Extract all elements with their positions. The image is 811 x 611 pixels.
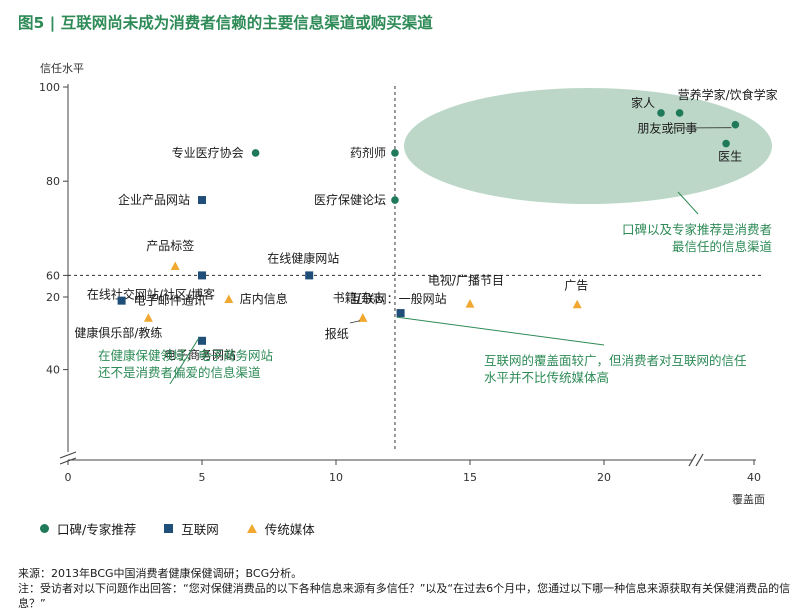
point-marker-traditional-media [224, 294, 234, 303]
x-tick-label: 10 [329, 471, 343, 484]
point-label: 医生 [718, 150, 742, 164]
legend-item-internet: 互联网 [164, 519, 219, 538]
annotation-text: 还不是消费者偏爱的信息渠道 [98, 365, 261, 380]
point-marker-word-of-mouth [731, 120, 740, 129]
point-label: 药剂师 [350, 145, 386, 160]
legend-circle-marker [40, 524, 49, 533]
annotation-text: 最信任的信息渠道 [672, 239, 773, 254]
footnote-source: 来源：2013年BCG中国消费者健康保健调研；BCG分析。 [18, 567, 303, 580]
point-marker-traditional-media [358, 313, 368, 322]
annotation-leader-line [169, 337, 200, 385]
point-marker-word-of-mouth [675, 109, 684, 117]
point-label: 书籍/杂志 [333, 290, 385, 305]
legend-label: 口碑/专家推荐 [57, 522, 137, 537]
chart-title: 图5 | 互联网尚未成为消费者信赖的主要信息渠道或购买渠道 [18, 14, 433, 32]
y-tick-label: 40 [46, 364, 60, 377]
x-tick-label: 0 [65, 471, 72, 484]
annotation-leader-line [396, 316, 605, 346]
point-marker-traditional-media [572, 299, 582, 309]
point-marker-traditional-media [465, 299, 475, 308]
x-axis-break-mark [688, 453, 704, 467]
point-marker-word-of-mouth [391, 149, 399, 157]
point-label: 店内信息 [240, 291, 288, 306]
point-marker-word-of-mouth [657, 109, 665, 117]
point-label: 产品标签 [146, 238, 194, 253]
highlight-ellipse [404, 88, 772, 204]
annotation-text: 在健康保健领域，电子商务网站 [98, 348, 273, 363]
legend-label: 互联网 [181, 522, 219, 537]
point-marker-word-of-mouth [251, 149, 260, 157]
point-label: 在线健康网站 [267, 250, 339, 265]
point-label: 医疗保健论坛 [314, 193, 386, 207]
y-tick-label: 20 [46, 291, 60, 304]
point-label: 专业医疗协会 [172, 145, 244, 160]
point-marker-word-of-mouth [391, 196, 399, 204]
legend: 口碑/专家推荐 互联网 传统媒体 [40, 519, 343, 538]
point-marker-word-of-mouth [722, 139, 730, 148]
annotation-text: 互联网的覆盖面较广，但消费者对互联网的信任 [484, 353, 747, 368]
x-tick-label: 5 [199, 471, 206, 484]
footnote-note: 注：受访者对以下问题作出回答：“您对保健消费品的以下各种信息来源有多信任？”以及… [18, 582, 791, 610]
legend-label: 传统媒体 [264, 522, 315, 537]
y-tick-label: 80 [46, 175, 60, 188]
point-label: 家人 [631, 95, 655, 110]
point-marker-traditional-media [143, 313, 153, 322]
point-label: 朋友或同事 [637, 122, 697, 136]
annotation-text: 水平并不比传统媒体高 [484, 370, 609, 385]
legend-item-word-of-mouth: 口碑/专家推荐 [40, 519, 136, 538]
point-label: 健康俱乐部/教练 [74, 325, 162, 340]
annotation-text: 口碑以及专家推荐是消费者 [622, 222, 772, 237]
point-marker-traditional-media [170, 261, 180, 270]
point-label: 互联网：一般网站 [351, 291, 447, 306]
legend-item-traditional-media: 传统媒体 [246, 519, 315, 538]
annotation-leader-line [677, 191, 699, 215]
point-label: 电子商务网站 [164, 347, 236, 362]
point-marker-internet [198, 196, 206, 205]
x-tick-label: 20 [597, 471, 611, 484]
point-marker-internet [198, 271, 206, 280]
y-tick-label: 100 [39, 81, 60, 94]
y-tick-label: 60 [46, 269, 60, 282]
point-label: 电子邮件通讯 [134, 294, 206, 308]
point-label: 报纸 [325, 326, 349, 341]
point-marker-internet [117, 296, 126, 305]
scatter-plot: 信任水平 覆盖面 20 40 60 80 100 0 5 10 15 20 40 家人 营养学家/饮食学… [39, 62, 778, 506]
point-marker-internet [305, 271, 314, 280]
footnote: 来源：2013年BCG中国消费者健康保健调研；BCG分析。 注：受访者对以下问题… [18, 566, 798, 611]
x-tick-label: 15 [463, 471, 477, 484]
point-marker-internet [396, 309, 405, 318]
point-label: 企业产品网站 [118, 192, 190, 207]
point-label: 广告 [564, 278, 588, 292]
x-tick-label: 40 [747, 471, 761, 484]
point-label: 营养学家/饮食学家 [678, 87, 778, 102]
legend-triangle-marker [246, 524, 257, 533]
legend-square-marker [164, 524, 174, 533]
point-marker-internet [198, 336, 206, 345]
leader-line [349, 320, 360, 324]
point-label: 电视/广播节目 [428, 273, 504, 288]
y-axis-label: 信任水平 [40, 62, 84, 75]
x-axis-label: 覆盖面 [732, 492, 765, 506]
